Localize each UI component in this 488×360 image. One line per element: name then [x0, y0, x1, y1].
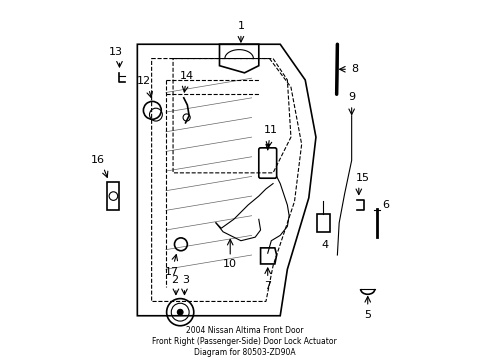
- Text: 15: 15: [355, 172, 368, 183]
- Text: 11: 11: [264, 125, 278, 135]
- Text: 5: 5: [364, 310, 370, 320]
- Text: 17: 17: [164, 267, 179, 277]
- Text: 9: 9: [347, 92, 354, 102]
- Text: 1: 1: [237, 21, 244, 31]
- Text: 7: 7: [264, 281, 271, 291]
- Circle shape: [177, 309, 183, 315]
- Text: 10: 10: [223, 259, 237, 269]
- Text: 2004 Nissan Altima Front Door
Front Right (Passenger-Side) Door Lock Actuator
Di: 2004 Nissan Altima Front Door Front Righ…: [152, 326, 336, 357]
- Text: 8: 8: [350, 64, 357, 74]
- Text: 4: 4: [321, 240, 328, 250]
- Text: 2: 2: [171, 275, 178, 285]
- Text: 16: 16: [91, 155, 105, 165]
- Text: 13: 13: [109, 48, 122, 58]
- Text: 14: 14: [180, 71, 194, 81]
- Text: 6: 6: [381, 200, 388, 210]
- Bar: [107, 182, 119, 210]
- Bar: [316, 214, 329, 232]
- Text: 3: 3: [182, 275, 189, 285]
- Text: 12: 12: [136, 76, 150, 86]
